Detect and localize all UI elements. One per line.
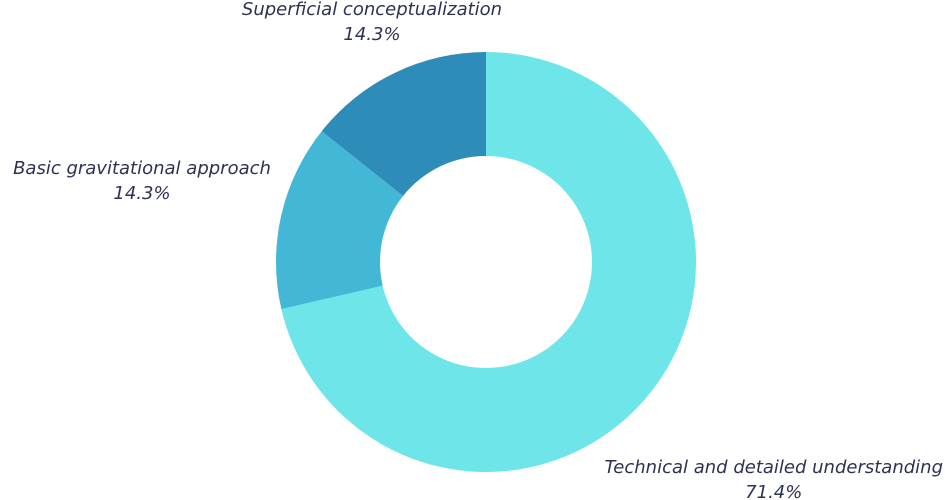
slice-label-name: Technical and detailed understanding bbox=[605, 457, 943, 478]
slice-label-name: Basic gravitational approach bbox=[13, 158, 271, 179]
slice-label-name: Superficial conceptualization bbox=[242, 0, 502, 20]
donut-slices bbox=[276, 52, 696, 472]
slice-label-value: 71.4% bbox=[745, 482, 802, 500]
slice-label: Basic gravitational approach 14.3% bbox=[13, 158, 271, 204]
slice-technical-and-detailed-understanding bbox=[281, 52, 696, 472]
slice-label: Technical and detailed understanding 71.4… bbox=[605, 457, 943, 500]
slice-superficial-conceptualization bbox=[321, 52, 486, 196]
slice-labels: Technical and detailed understanding 71.4… bbox=[13, 0, 943, 500]
slice-label: Superficial conceptualization 14.3% bbox=[242, 0, 502, 45]
slice-basic-gravitational-approach bbox=[276, 131, 404, 310]
slice-label-value: 14.3% bbox=[113, 183, 170, 204]
slice-label-value: 14.3% bbox=[343, 24, 400, 45]
